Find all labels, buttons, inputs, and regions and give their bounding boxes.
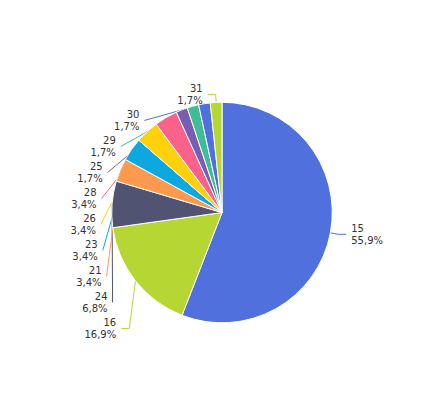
svg-text:1,7%: 1,7% <box>90 147 115 158</box>
svg-text:1,7%: 1,7% <box>114 121 139 132</box>
svg-text:24: 24 <box>95 291 108 302</box>
svg-text:21: 21 <box>89 265 102 276</box>
svg-text:55,9%: 55,9% <box>351 235 383 246</box>
svg-text:15: 15 <box>351 223 364 234</box>
svg-text:26: 26 <box>83 213 96 224</box>
svg-text:6,8%: 6,8% <box>82 303 107 314</box>
svg-text:1,7%: 1,7% <box>177 95 202 106</box>
svg-text:1,7%: 1,7% <box>77 173 102 184</box>
svg-text:16: 16 <box>103 317 116 328</box>
svg-text:23: 23 <box>85 239 98 250</box>
svg-text:29: 29 <box>103 135 116 146</box>
svg-text:3,4%: 3,4% <box>76 277 101 288</box>
svg-text:31: 31 <box>190 83 203 94</box>
svg-text:3,4%: 3,4% <box>71 199 96 210</box>
svg-text:16,9%: 16,9% <box>84 329 116 340</box>
svg-text:25: 25 <box>90 161 103 172</box>
svg-text:3,4%: 3,4% <box>71 225 96 236</box>
svg-text:3,4%: 3,4% <box>72 251 97 262</box>
svg-text:30: 30 <box>127 109 140 120</box>
svg-text:28: 28 <box>84 187 97 198</box>
